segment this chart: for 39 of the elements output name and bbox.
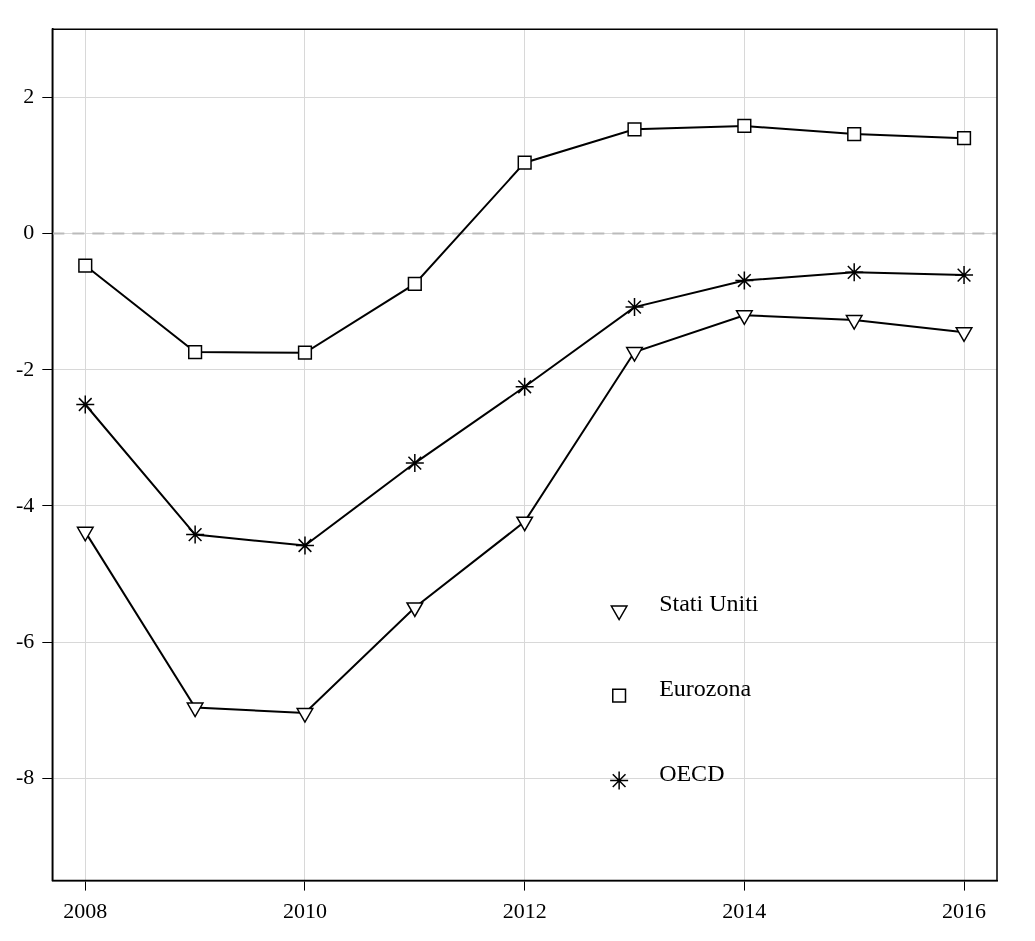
y-tick-label: 0	[23, 219, 35, 245]
y-tick-label: 2	[23, 83, 35, 109]
point	[407, 276, 422, 292]
point	[847, 126, 862, 142]
x-tick-label: 2016	[942, 897, 987, 923]
point	[517, 155, 532, 170]
point	[295, 535, 315, 556]
legend-label: Stati Uniti	[659, 589, 759, 616]
point	[956, 131, 972, 146]
x-tick-label: 2014	[722, 897, 767, 923]
point	[405, 453, 425, 473]
point	[516, 516, 534, 532]
point	[737, 118, 752, 134]
point	[76, 526, 94, 542]
y-tick-label: -2	[16, 355, 35, 381]
point	[406, 602, 424, 618]
point	[78, 258, 93, 273]
point	[627, 122, 642, 137]
point	[75, 394, 96, 415]
point	[734, 270, 755, 291]
x-tick-label: 2012	[502, 897, 547, 923]
point	[624, 297, 645, 317]
point	[297, 345, 313, 360]
y-tick-label: -8	[16, 764, 35, 790]
x-tick-label: 2008	[63, 897, 108, 923]
point	[185, 524, 205, 545]
point	[296, 707, 314, 723]
x-tick-label: 2010	[282, 897, 327, 923]
point	[845, 314, 863, 330]
y-tick-label: -4	[16, 491, 35, 517]
legend-label: OECD	[659, 759, 725, 786]
point	[186, 702, 204, 718]
point	[954, 265, 974, 285]
point	[188, 344, 203, 360]
legend-label: Eurozona	[659, 674, 752, 701]
point	[844, 262, 864, 283]
point	[625, 346, 644, 362]
point	[514, 377, 535, 397]
y-tick-label: -6	[16, 627, 35, 653]
